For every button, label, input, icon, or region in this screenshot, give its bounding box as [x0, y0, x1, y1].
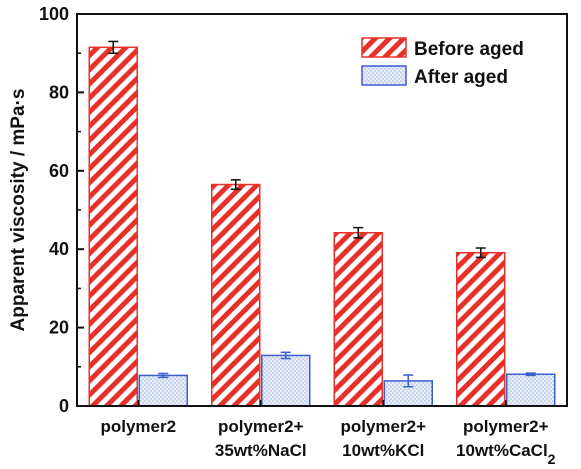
bar-before-aged	[211, 183, 261, 407]
x-tick-label-line2: 10wt%KCl	[342, 441, 424, 460]
y-axis: 0 20 40 60 80 100	[39, 4, 84, 416]
bar-after-aged	[506, 373, 556, 407]
x-tick-label: polymer2	[100, 417, 176, 436]
legend-swatch-before-aged	[361, 37, 407, 58]
bar-before-aged	[456, 251, 506, 407]
y-tick-label: 40	[49, 239, 69, 259]
bar-before-aged	[88, 46, 138, 407]
legend-label-after-aged: After aged	[414, 67, 508, 88]
subscript: 2	[548, 451, 556, 467]
x-tick-label: polymer2+	[218, 417, 304, 436]
bar-before-aged	[333, 231, 383, 407]
legend-swatch-after-aged	[361, 65, 407, 86]
y-tick-label: 60	[49, 161, 69, 181]
legend-label-before-aged: Before aged	[414, 39, 524, 60]
chart-marks	[88, 40, 556, 407]
y-tick-label: 100	[39, 4, 69, 24]
x-axis-categories: polymer2 polymer2+ 35wt%NaCl polymer2+ 10wt%…	[100, 417, 555, 467]
y-tick-label: 80	[49, 82, 69, 102]
y-tick-label: 0	[59, 396, 69, 416]
x-tick-label: polymer2+	[340, 417, 426, 436]
bar-after-aged	[138, 374, 188, 407]
x-tick-label: polymer2+	[463, 417, 549, 436]
legend: Before aged After aged	[361, 37, 524, 88]
x-tick-label-line2: 35wt%NaCl	[215, 441, 307, 460]
y-axis-label: Apparent viscosity / mPa·s	[8, 89, 29, 332]
bar-after-aged	[261, 354, 311, 407]
y-tick-label: 20	[49, 318, 69, 338]
x-tick-label-line2: 10wt%CaCl2	[456, 441, 556, 467]
